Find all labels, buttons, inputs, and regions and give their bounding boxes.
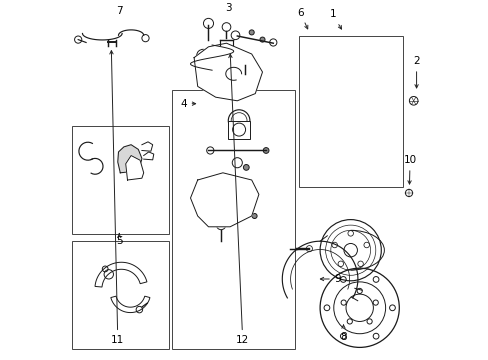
Polygon shape: [125, 156, 143, 180]
Text: 2: 2: [412, 56, 419, 88]
Text: 8: 8: [340, 325, 346, 342]
Bar: [298, 36, 402, 187]
Text: 5: 5: [116, 233, 122, 246]
Circle shape: [243, 165, 249, 170]
Circle shape: [263, 148, 268, 153]
Text: 11: 11: [110, 51, 124, 345]
Text: 1: 1: [329, 9, 341, 29]
Polygon shape: [190, 173, 258, 227]
Text: 4: 4: [180, 99, 195, 109]
Circle shape: [251, 213, 257, 219]
Polygon shape: [194, 43, 262, 101]
Text: 9: 9: [320, 274, 341, 284]
Text: 3: 3: [224, 3, 231, 13]
Polygon shape: [118, 145, 142, 173]
Text: 6: 6: [296, 8, 307, 29]
Polygon shape: [111, 296, 150, 312]
Circle shape: [249, 30, 254, 35]
Bar: [172, 90, 294, 349]
Polygon shape: [143, 152, 153, 160]
Polygon shape: [95, 262, 146, 287]
Text: 12: 12: [228, 54, 249, 345]
Circle shape: [249, 204, 254, 210]
Text: 7: 7: [116, 6, 122, 16]
Text: 10: 10: [403, 155, 416, 184]
Bar: [72, 241, 168, 349]
Polygon shape: [142, 142, 152, 151]
Bar: [72, 126, 168, 234]
Circle shape: [260, 37, 264, 42]
Bar: [228, 121, 249, 139]
